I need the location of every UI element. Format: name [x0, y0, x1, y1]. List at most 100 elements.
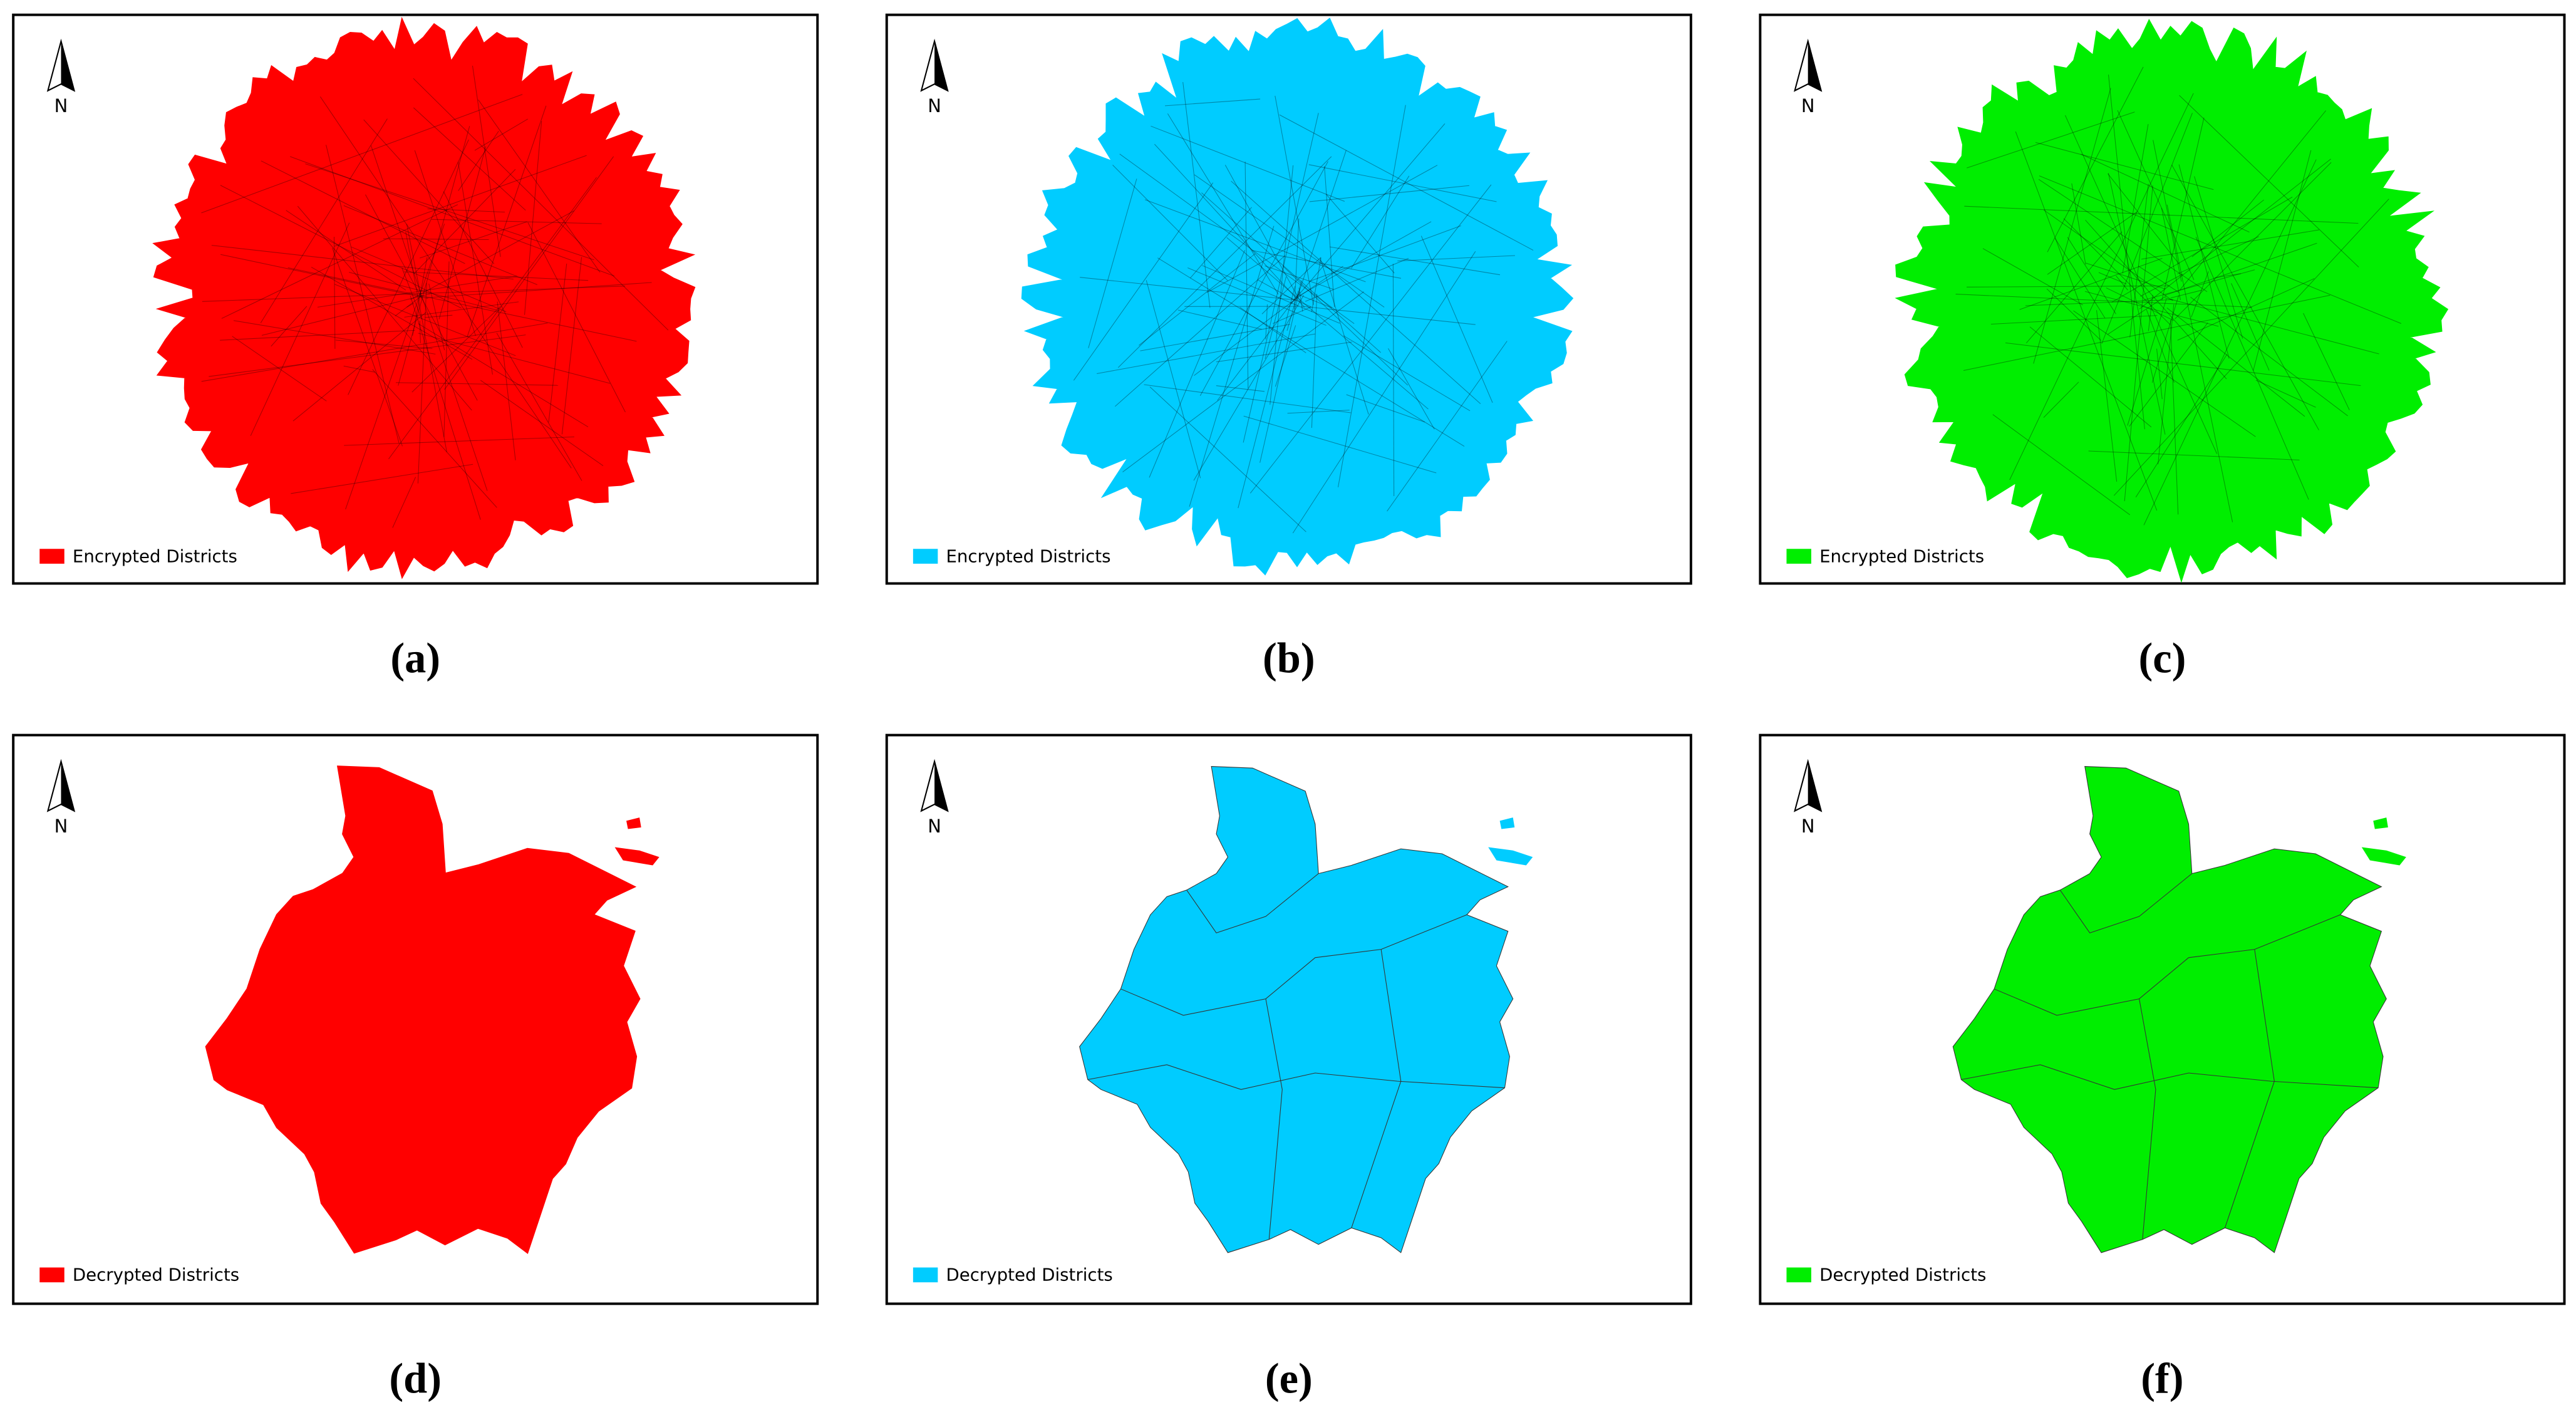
- encrypted-districts: [152, 16, 696, 579]
- encrypted-edge: [1990, 315, 2158, 325]
- encrypted-edge: [2047, 211, 2138, 275]
- encrypted-edge: [2231, 283, 2270, 371]
- encrypted-edge: [2101, 113, 2193, 344]
- encrypted-edge: [1311, 294, 1318, 428]
- encrypted-edge: [1296, 266, 1343, 299]
- encrypted-edge: [260, 118, 388, 323]
- encrypted-edge: [2177, 236, 2259, 274]
- encrypted-edge: [220, 185, 462, 309]
- north-label: N: [54, 95, 68, 117]
- encrypted-edge: [458, 162, 493, 375]
- encrypted-edge: [1305, 257, 1409, 302]
- encrypted-edge: [406, 303, 414, 308]
- district-border: [2224, 949, 2275, 1228]
- encrypted-edge: [2063, 218, 2171, 325]
- encrypted-edge: [305, 163, 594, 261]
- encrypted-edge: [2019, 257, 2163, 310]
- encrypted-edge: [287, 267, 637, 342]
- encrypted-edge: [1283, 294, 1311, 308]
- encrypted-edge: [334, 284, 516, 356]
- encrypted-edge: [201, 94, 523, 214]
- encrypted-edge: [2106, 288, 2174, 321]
- encrypted-edge: [2064, 115, 2218, 454]
- encrypted-edge: [233, 320, 436, 355]
- encrypted-edge: [201, 323, 548, 382]
- encrypted-edge: [474, 118, 529, 151]
- legend-label: Encrypted Districts: [1819, 546, 1984, 566]
- encrypted-edge: [1193, 295, 1305, 481]
- panel-caption: (d): [389, 1354, 442, 1402]
- encrypted-edge: [1080, 277, 1298, 301]
- encrypted-edge: [1122, 291, 1364, 472]
- encrypted-districts: [1895, 19, 2449, 583]
- encrypted-edge: [1217, 291, 1301, 401]
- encrypted-edge: [1199, 161, 1328, 397]
- north-label: N: [928, 816, 941, 837]
- encrypted-edge: [410, 296, 481, 520]
- encrypted-edge: [1177, 309, 1262, 330]
- encrypted-edge: [1243, 113, 1319, 443]
- panel-caption: (f): [2141, 1354, 2183, 1402]
- encrypted-edge: [2179, 110, 2327, 291]
- panel-caption: (b): [1263, 634, 1315, 682]
- encrypted-edge: [395, 295, 423, 316]
- north-arrow-half: [1808, 761, 1821, 811]
- encrypted-edge: [311, 266, 473, 360]
- encrypted-edge: [1238, 286, 1296, 509]
- encrypted-edge: [1114, 255, 1286, 407]
- encrypted-edge: [250, 222, 350, 436]
- encrypted-edge: [1992, 414, 2131, 516]
- legend-swatch: [913, 1267, 938, 1283]
- district-border: [1186, 873, 1319, 933]
- district-border: [1087, 1064, 1505, 1090]
- encrypted-edge: [335, 339, 433, 349]
- encrypted-edge: [1190, 207, 1252, 279]
- encrypted-edge: [291, 464, 473, 494]
- north-label: N: [928, 95, 941, 117]
- encrypted-edge: [2029, 326, 2152, 428]
- encrypted-edge: [1194, 174, 1385, 308]
- encrypted-edge: [2035, 142, 2214, 190]
- encrypted-edge: [1290, 123, 1446, 304]
- encrypted-edge: [1287, 410, 1350, 414]
- encrypted-edge: [2171, 164, 2319, 430]
- encrypted-edge: [2111, 197, 2293, 303]
- encrypted-edge: [497, 301, 516, 460]
- encrypted-edge: [1088, 179, 1137, 348]
- encrypted-edge: [392, 477, 416, 528]
- encrypted-edge: [398, 126, 470, 386]
- encrypted-edge: [2033, 88, 2111, 364]
- encrypted-edge: [2153, 140, 2182, 282]
- legend-swatch: [913, 549, 938, 564]
- encrypted-edge: [2158, 304, 2175, 465]
- encrypted-edge: [1265, 304, 1268, 339]
- encrypted-edge: [2127, 299, 2167, 426]
- encrypted-edge: [209, 334, 526, 377]
- encrypted-edge: [2081, 153, 2250, 233]
- encrypted-edge: [548, 263, 567, 423]
- encrypted-edge: [1309, 225, 1461, 282]
- encrypted-edge: [317, 276, 517, 308]
- encrypted-edge: [1112, 164, 1228, 281]
- district-border: [1120, 914, 1467, 1016]
- encrypted-edge: [2043, 381, 2079, 418]
- map-panel: N Encrypted Districts: [12, 13, 819, 585]
- encrypted-edge: [2054, 238, 2106, 319]
- encrypted-edge: [1144, 384, 1351, 413]
- encrypted-edge: [438, 146, 487, 319]
- encrypted-edge: [332, 247, 403, 447]
- encrypted-edge: [2166, 308, 2305, 417]
- encrypted-edge: [1967, 111, 2135, 168]
- encrypted-edge: [1206, 165, 1438, 293]
- encrypted-edge: [1964, 205, 2359, 224]
- encrypted-edge: [458, 131, 499, 191]
- encrypted-edge: [1275, 95, 1314, 305]
- district-border: [1961, 1064, 2379, 1090]
- encrypted-edge: [418, 333, 611, 384]
- encrypted-edge: [271, 306, 308, 347]
- encrypted-edge: [2166, 204, 2233, 522]
- encrypted-edge: [1301, 306, 1476, 325]
- encrypted-edge: [413, 107, 526, 211]
- legend-swatch: [1786, 549, 1811, 564]
